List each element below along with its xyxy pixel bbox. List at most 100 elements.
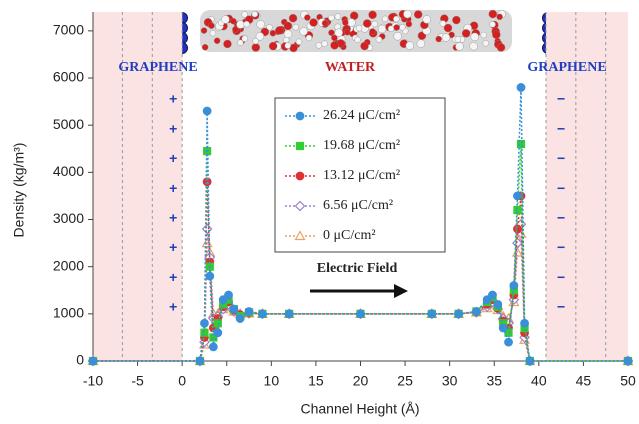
water-atom (342, 20, 348, 26)
data-marker (214, 329, 222, 337)
data-marker (210, 343, 218, 351)
water-atom (331, 35, 337, 41)
x-tick-label: 0 (178, 373, 186, 389)
water-atom (322, 20, 328, 26)
data-marker (206, 272, 214, 280)
data-marker (201, 329, 208, 336)
water-atom (382, 16, 388, 22)
data-marker (521, 319, 529, 327)
water-atom (244, 21, 250, 27)
water-atom (310, 19, 318, 27)
positive-charge: + (169, 180, 177, 196)
x-tick-label: 35 (486, 373, 502, 389)
water-atom (363, 19, 371, 27)
x-tick-label: 20 (353, 373, 369, 389)
water-atom (436, 36, 442, 42)
water-atom (355, 37, 361, 43)
field-label: Electric Field (317, 261, 398, 276)
legend-label: 19.68 μC/cm² (323, 138, 400, 153)
water-atom (328, 15, 334, 21)
data-marker (201, 319, 209, 327)
water-atom (304, 15, 310, 21)
water-atom (492, 31, 500, 39)
water-atom (361, 42, 369, 50)
x-tick-label: 10 (264, 373, 280, 389)
data-marker (285, 310, 293, 318)
water-atom (393, 16, 399, 22)
right-label: GRAPHENE (527, 60, 606, 75)
legend-marker (297, 143, 304, 150)
x-tick-label: 40 (531, 373, 547, 389)
y-tick-label: 4000 (53, 163, 84, 179)
x-tick-label: 45 (576, 373, 592, 389)
water-atom (300, 27, 308, 35)
water-atom (202, 44, 208, 50)
water-atom (269, 42, 277, 50)
data-marker (357, 310, 365, 318)
data-marker (514, 192, 522, 200)
data-marker (196, 357, 204, 365)
negative-charge: − (557, 210, 565, 226)
water-atom (417, 40, 425, 48)
water-atom (483, 40, 489, 46)
negative-charge: − (557, 269, 565, 285)
water-atom (236, 21, 244, 29)
positive-charge: + (169, 91, 177, 107)
data-marker (259, 310, 267, 318)
water-atom (455, 36, 461, 42)
data-marker (473, 308, 481, 316)
positive-charge: + (169, 299, 177, 315)
legend-marker (296, 172, 304, 180)
legend-label: 26.24 μC/cm² (323, 108, 400, 123)
water-atom (372, 21, 378, 27)
data-marker (203, 224, 212, 233)
y-axis-label: Density (kg/m³) (11, 143, 27, 238)
x-axis-label: Channel Height (Å) (300, 401, 419, 417)
water-atom (490, 21, 496, 27)
water-atom (221, 15, 229, 23)
x-tick-label: 50 (620, 373, 636, 389)
data-marker (494, 301, 502, 309)
negative-charge: − (557, 91, 565, 107)
water-atom (462, 29, 470, 37)
positive-charge: + (169, 150, 177, 166)
water-atom (497, 43, 505, 51)
data-marker (624, 357, 632, 365)
water-atom (210, 30, 216, 36)
legend-label: 6.56 μC/cm² (323, 198, 393, 213)
y-tick-label: 1000 (53, 305, 84, 321)
data-marker (245, 308, 253, 316)
center-label: WATER (325, 60, 376, 75)
water-atom (253, 38, 259, 44)
x-tick-label: 15 (308, 373, 324, 389)
water-atom (209, 23, 215, 29)
data-marker (225, 291, 233, 299)
data-marker (505, 338, 513, 346)
water-atom (335, 14, 341, 20)
water-atom (440, 20, 446, 26)
chart: 01000200030004000500060007000-10-5051015… (0, 0, 639, 424)
data-marker (514, 225, 522, 233)
water-atom (257, 20, 265, 28)
data-marker (89, 357, 97, 365)
data-marker (489, 291, 497, 299)
water-atom (423, 15, 431, 23)
water-atom (369, 29, 375, 35)
water-atom (481, 32, 487, 38)
data-marker (517, 84, 525, 92)
data-marker (455, 310, 463, 318)
water-atom (442, 34, 450, 42)
x-tick-label: 30 (442, 373, 458, 389)
water-atom (471, 33, 479, 41)
water-atom (284, 22, 292, 30)
left-label: GRAPHENE (118, 60, 197, 75)
legend-marker (296, 112, 304, 120)
water-atom (388, 26, 394, 32)
water-atom (331, 41, 339, 49)
water-atom (406, 42, 414, 50)
water-atom (356, 25, 362, 31)
y-tick-label: 7000 (53, 22, 84, 38)
water-atom (214, 38, 220, 44)
x-tick-label: -10 (83, 373, 103, 389)
water-atom (316, 42, 322, 48)
